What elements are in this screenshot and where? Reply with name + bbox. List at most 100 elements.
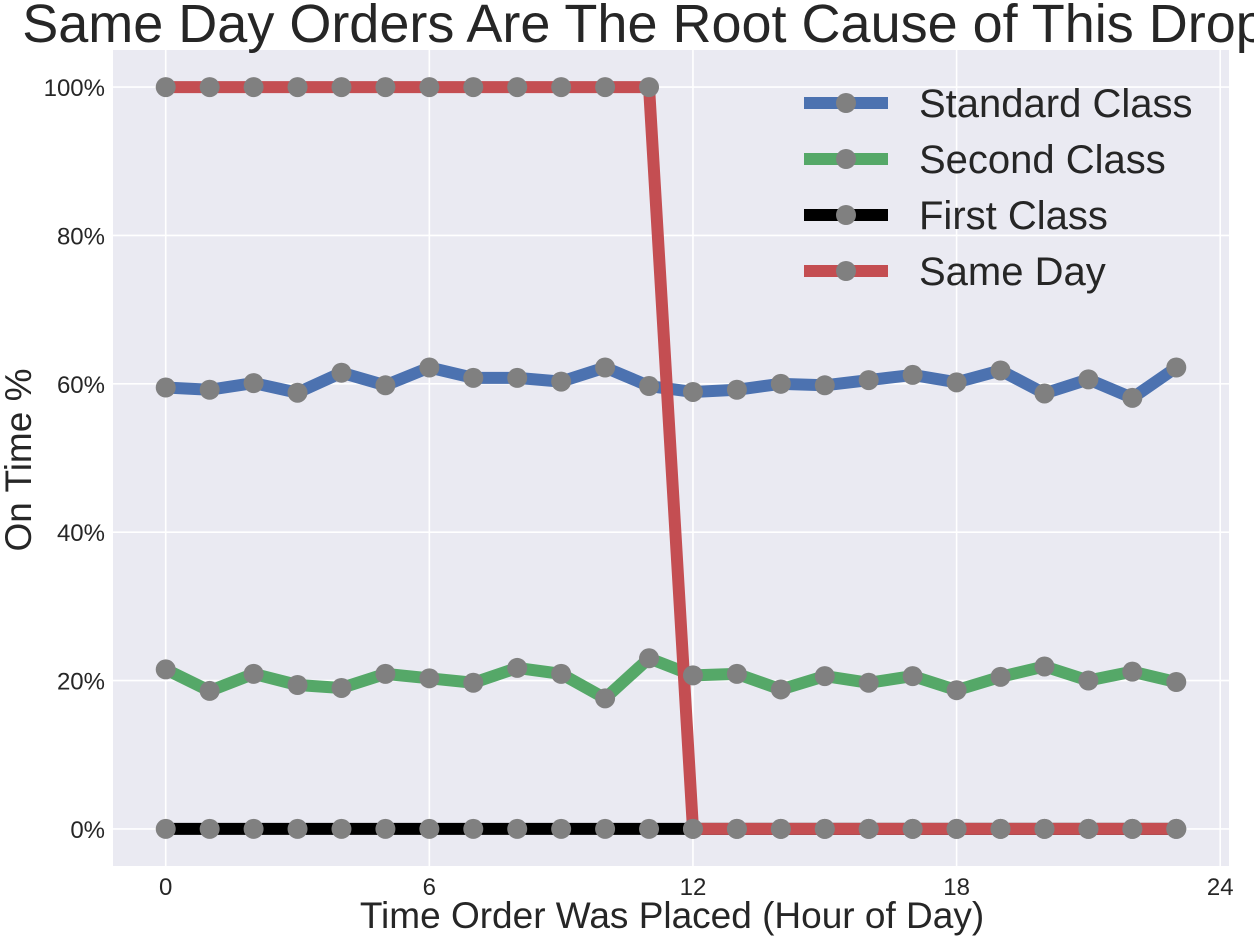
legend-marker-second-class — [836, 149, 856, 169]
same-day-point — [1078, 818, 1099, 839]
standard-class-point — [331, 362, 352, 383]
standard-class-point — [814, 375, 835, 396]
second-class-point — [551, 663, 572, 684]
y-axis-label: On Time % — [0, 369, 39, 552]
same-day-point — [595, 77, 616, 98]
same-day-point — [375, 77, 396, 98]
second-class-point — [375, 663, 396, 684]
standard-class-point — [507, 367, 528, 388]
x-tick-label: 12 — [680, 874, 707, 901]
legend-marker-standard-class — [836, 93, 856, 113]
first-class-point — [243, 818, 264, 839]
second-class-point — [463, 672, 484, 693]
standard-class-point — [287, 382, 308, 403]
standard-class-point — [419, 357, 440, 378]
same-day-point — [463, 77, 484, 98]
same-day-point — [1034, 818, 1055, 839]
second-class-point — [946, 680, 967, 701]
standard-class-point — [243, 373, 264, 394]
same-day-point — [551, 77, 572, 98]
same-day-point — [287, 77, 308, 98]
second-class-point — [1122, 661, 1143, 682]
second-class-point — [243, 663, 264, 684]
standard-class-point — [858, 370, 879, 391]
second-class-point — [726, 663, 747, 684]
x-tick-label: 6 — [423, 874, 436, 901]
chart-title: Same Day Orders Are The Root Cause of Th… — [22, 0, 1254, 54]
second-class-point — [902, 666, 923, 687]
standard-class-point — [1166, 357, 1187, 378]
y-tick-label: 40% — [57, 520, 105, 547]
second-class-point — [199, 680, 220, 701]
standard-class-point — [463, 367, 484, 388]
same-day-point — [902, 818, 923, 839]
same-day-point — [858, 818, 879, 839]
y-tick-label: 80% — [57, 223, 105, 250]
second-class-point — [682, 665, 703, 686]
first-class-point — [639, 818, 660, 839]
same-day-point — [639, 77, 660, 98]
first-class-point — [199, 818, 220, 839]
second-class-point — [1078, 670, 1099, 691]
legend: Standard Class Second Class First Class Sam… — [804, 82, 1192, 294]
standard-class-point — [770, 373, 791, 394]
legend-label: Same Day — [919, 250, 1106, 294]
same-day-point — [331, 77, 352, 98]
same-day-point — [507, 77, 528, 98]
second-class-point — [155, 659, 176, 680]
second-class-point — [287, 674, 308, 695]
same-day-point — [814, 818, 835, 839]
standard-class-point — [726, 379, 747, 400]
first-class-point — [287, 818, 308, 839]
y-axis-ticks: 0% 20% 40% 60% 80% 100% — [44, 75, 105, 844]
same-day-point — [946, 818, 967, 839]
legend-label: First Class — [919, 194, 1108, 238]
standard-class-point — [1034, 383, 1055, 404]
y-tick-label: 20% — [57, 669, 105, 696]
first-class-point — [331, 818, 352, 839]
first-class-point — [595, 818, 616, 839]
standard-class-point — [375, 375, 396, 396]
same-day-point — [1122, 818, 1143, 839]
second-class-point — [770, 679, 791, 700]
standard-class-point — [1078, 369, 1099, 390]
second-class-point — [1166, 672, 1187, 693]
same-day-point — [419, 77, 440, 98]
standard-class-point — [595, 357, 616, 378]
same-day-point — [199, 77, 220, 98]
second-class-point — [990, 666, 1011, 687]
standard-class-point — [902, 364, 923, 385]
y-tick-label: 0% — [70, 817, 105, 844]
standard-class-point — [155, 377, 176, 398]
same-day-point — [155, 77, 176, 98]
first-class-point — [419, 818, 440, 839]
second-class-point — [419, 668, 440, 689]
second-class-point — [507, 657, 528, 678]
first-class-point — [375, 818, 396, 839]
series-markers — [155, 77, 1187, 839]
x-tick-label: 0 — [159, 874, 172, 901]
standard-class-point — [1122, 387, 1143, 408]
same-day-point — [770, 818, 791, 839]
y-tick-label: 60% — [57, 372, 105, 399]
standard-class-point — [682, 381, 703, 402]
first-class-point — [463, 818, 484, 839]
first-class-point — [551, 818, 572, 839]
same-day-point — [1166, 818, 1187, 839]
legend-marker-same-day — [836, 261, 856, 281]
second-class-point — [1034, 656, 1055, 677]
standard-class-point — [551, 371, 572, 392]
standard-class-point — [990, 360, 1011, 381]
standard-class-point — [946, 372, 967, 393]
same-day-point — [682, 818, 703, 839]
x-tick-label: 18 — [943, 874, 970, 901]
second-class-point — [639, 648, 660, 669]
legend-label: Standard Class — [919, 82, 1192, 126]
first-class-point — [507, 818, 528, 839]
standard-class-point — [199, 379, 220, 400]
second-class-point — [595, 688, 616, 709]
legend-marker-first-class — [836, 205, 856, 225]
second-class-point — [858, 672, 879, 693]
